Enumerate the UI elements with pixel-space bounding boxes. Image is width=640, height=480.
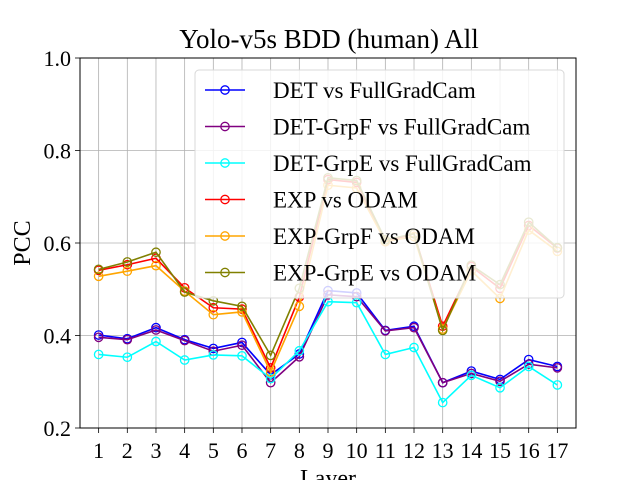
chart-title: Yolo-v5s BDD (human) All — [179, 24, 479, 54]
x-tick-label: 2 — [122, 438, 133, 463]
x-tick-label: 7 — [265, 438, 276, 463]
data-point — [265, 367, 276, 377]
data-point — [237, 337, 247, 348]
x-tick-label: 5 — [208, 438, 219, 463]
x-tick-label: 8 — [294, 438, 305, 463]
legend-entry: DET-GrpE vs FullGradCam — [205, 151, 532, 176]
data-point — [208, 302, 219, 313]
x-tick-label: 12 — [403, 438, 425, 463]
x-tick-label: 11 — [375, 438, 396, 463]
legend-entry: DET vs FullGradCam — [205, 78, 476, 103]
y-axis-label: PCC — [10, 220, 36, 265]
legend-label: EXP-GrpE vs ODAM — [273, 261, 476, 286]
y-tick-label: 1.0 — [44, 46, 72, 71]
axis-ticks: 1 2 3 4 5 6 7 8 9 10 11 12 13 14 15 16 170.20.40.60.81.0 — [44, 46, 569, 463]
data-point — [179, 287, 190, 297]
x-axis-label: Layer — [300, 466, 356, 480]
data-point — [122, 334, 133, 345]
data-point — [409, 322, 419, 333]
data-point — [93, 271, 104, 282]
x-tick-label: 14 — [460, 438, 482, 463]
data-point — [437, 377, 448, 388]
data-point — [151, 247, 161, 258]
legend-marker — [220, 267, 230, 278]
data-point — [93, 349, 104, 360]
x-tick-label: 3 — [150, 438, 161, 463]
legend-entry: EXP vs ODAM — [205, 188, 418, 213]
data-point — [237, 350, 247, 361]
series-3 — [93, 296, 563, 408]
data-point — [380, 326, 391, 336]
legend-label: DET-GrpE vs FullGradCam — [273, 151, 532, 176]
legend-entry: EXP-GrpE vs ODAM — [205, 261, 476, 286]
data-point — [122, 257, 133, 267]
data-point — [380, 349, 391, 360]
x-tick-label: 10 — [346, 438, 368, 463]
data-point — [122, 352, 133, 363]
data-point — [208, 309, 219, 320]
data-point — [208, 343, 219, 354]
data-point — [151, 325, 161, 335]
data-point — [151, 336, 161, 347]
data-point — [437, 397, 448, 408]
x-tick-label: 15 — [489, 438, 511, 463]
y-tick-label: 0.6 — [44, 231, 72, 256]
data-point — [93, 332, 104, 343]
data-point — [523, 361, 534, 372]
legend-marker — [220, 194, 230, 205]
legend-label: DET-GrpF vs FullGradCam — [273, 115, 530, 140]
data-point — [437, 325, 448, 336]
legend-box — [194, 69, 565, 299]
data-point — [208, 350, 219, 360]
x-tick-label: 13 — [432, 438, 454, 463]
data-point — [237, 340, 247, 351]
legend-label: EXP-GrpF vs ODAM — [273, 224, 475, 249]
legend: DET vs FullGradCam DET-GrpF vs FullGradCa… — [194, 69, 565, 299]
series-line — [98, 300, 558, 404]
legend-marker — [220, 158, 230, 168]
data-point — [294, 301, 305, 312]
x-tick-label: 9 — [323, 438, 334, 463]
x-tick-label: 1 — [93, 438, 104, 463]
legend-label: DET vs FullGradCam — [273, 78, 476, 103]
x-tick-label: 16 — [518, 438, 540, 463]
y-tick-label: 0.2 — [44, 416, 72, 441]
data-point — [409, 342, 419, 353]
legend-entry: EXP-GrpF vs ODAM — [205, 224, 475, 249]
data-point — [179, 335, 190, 346]
data-point — [294, 345, 305, 356]
legend-marker — [220, 231, 230, 241]
data-point — [495, 382, 505, 393]
data-point — [466, 370, 477, 381]
legend-label: EXP vs ODAM — [273, 188, 418, 213]
data-point — [179, 355, 190, 365]
data-point — [552, 363, 563, 373]
x-tick-label: 6 — [236, 438, 247, 463]
data-point — [265, 373, 276, 384]
data-point — [552, 380, 563, 390]
data-point — [237, 301, 247, 312]
y-tick-label: 0.8 — [44, 139, 72, 164]
y-tick-label: 0.4 — [44, 324, 72, 349]
legend-marker — [220, 121, 230, 132]
x-tick-label: 17 — [546, 438, 568, 463]
data-point — [151, 260, 161, 271]
legend-entry: DET-GrpF vs FullGradCam — [205, 115, 530, 140]
data-point — [122, 259, 133, 270]
data-point — [93, 264, 104, 275]
data-point — [294, 351, 305, 362]
x-tick-label: 4 — [179, 438, 190, 463]
legend-marker — [220, 85, 230, 95]
data-point — [122, 266, 133, 277]
data-point — [265, 350, 276, 361]
data-point — [495, 376, 505, 387]
